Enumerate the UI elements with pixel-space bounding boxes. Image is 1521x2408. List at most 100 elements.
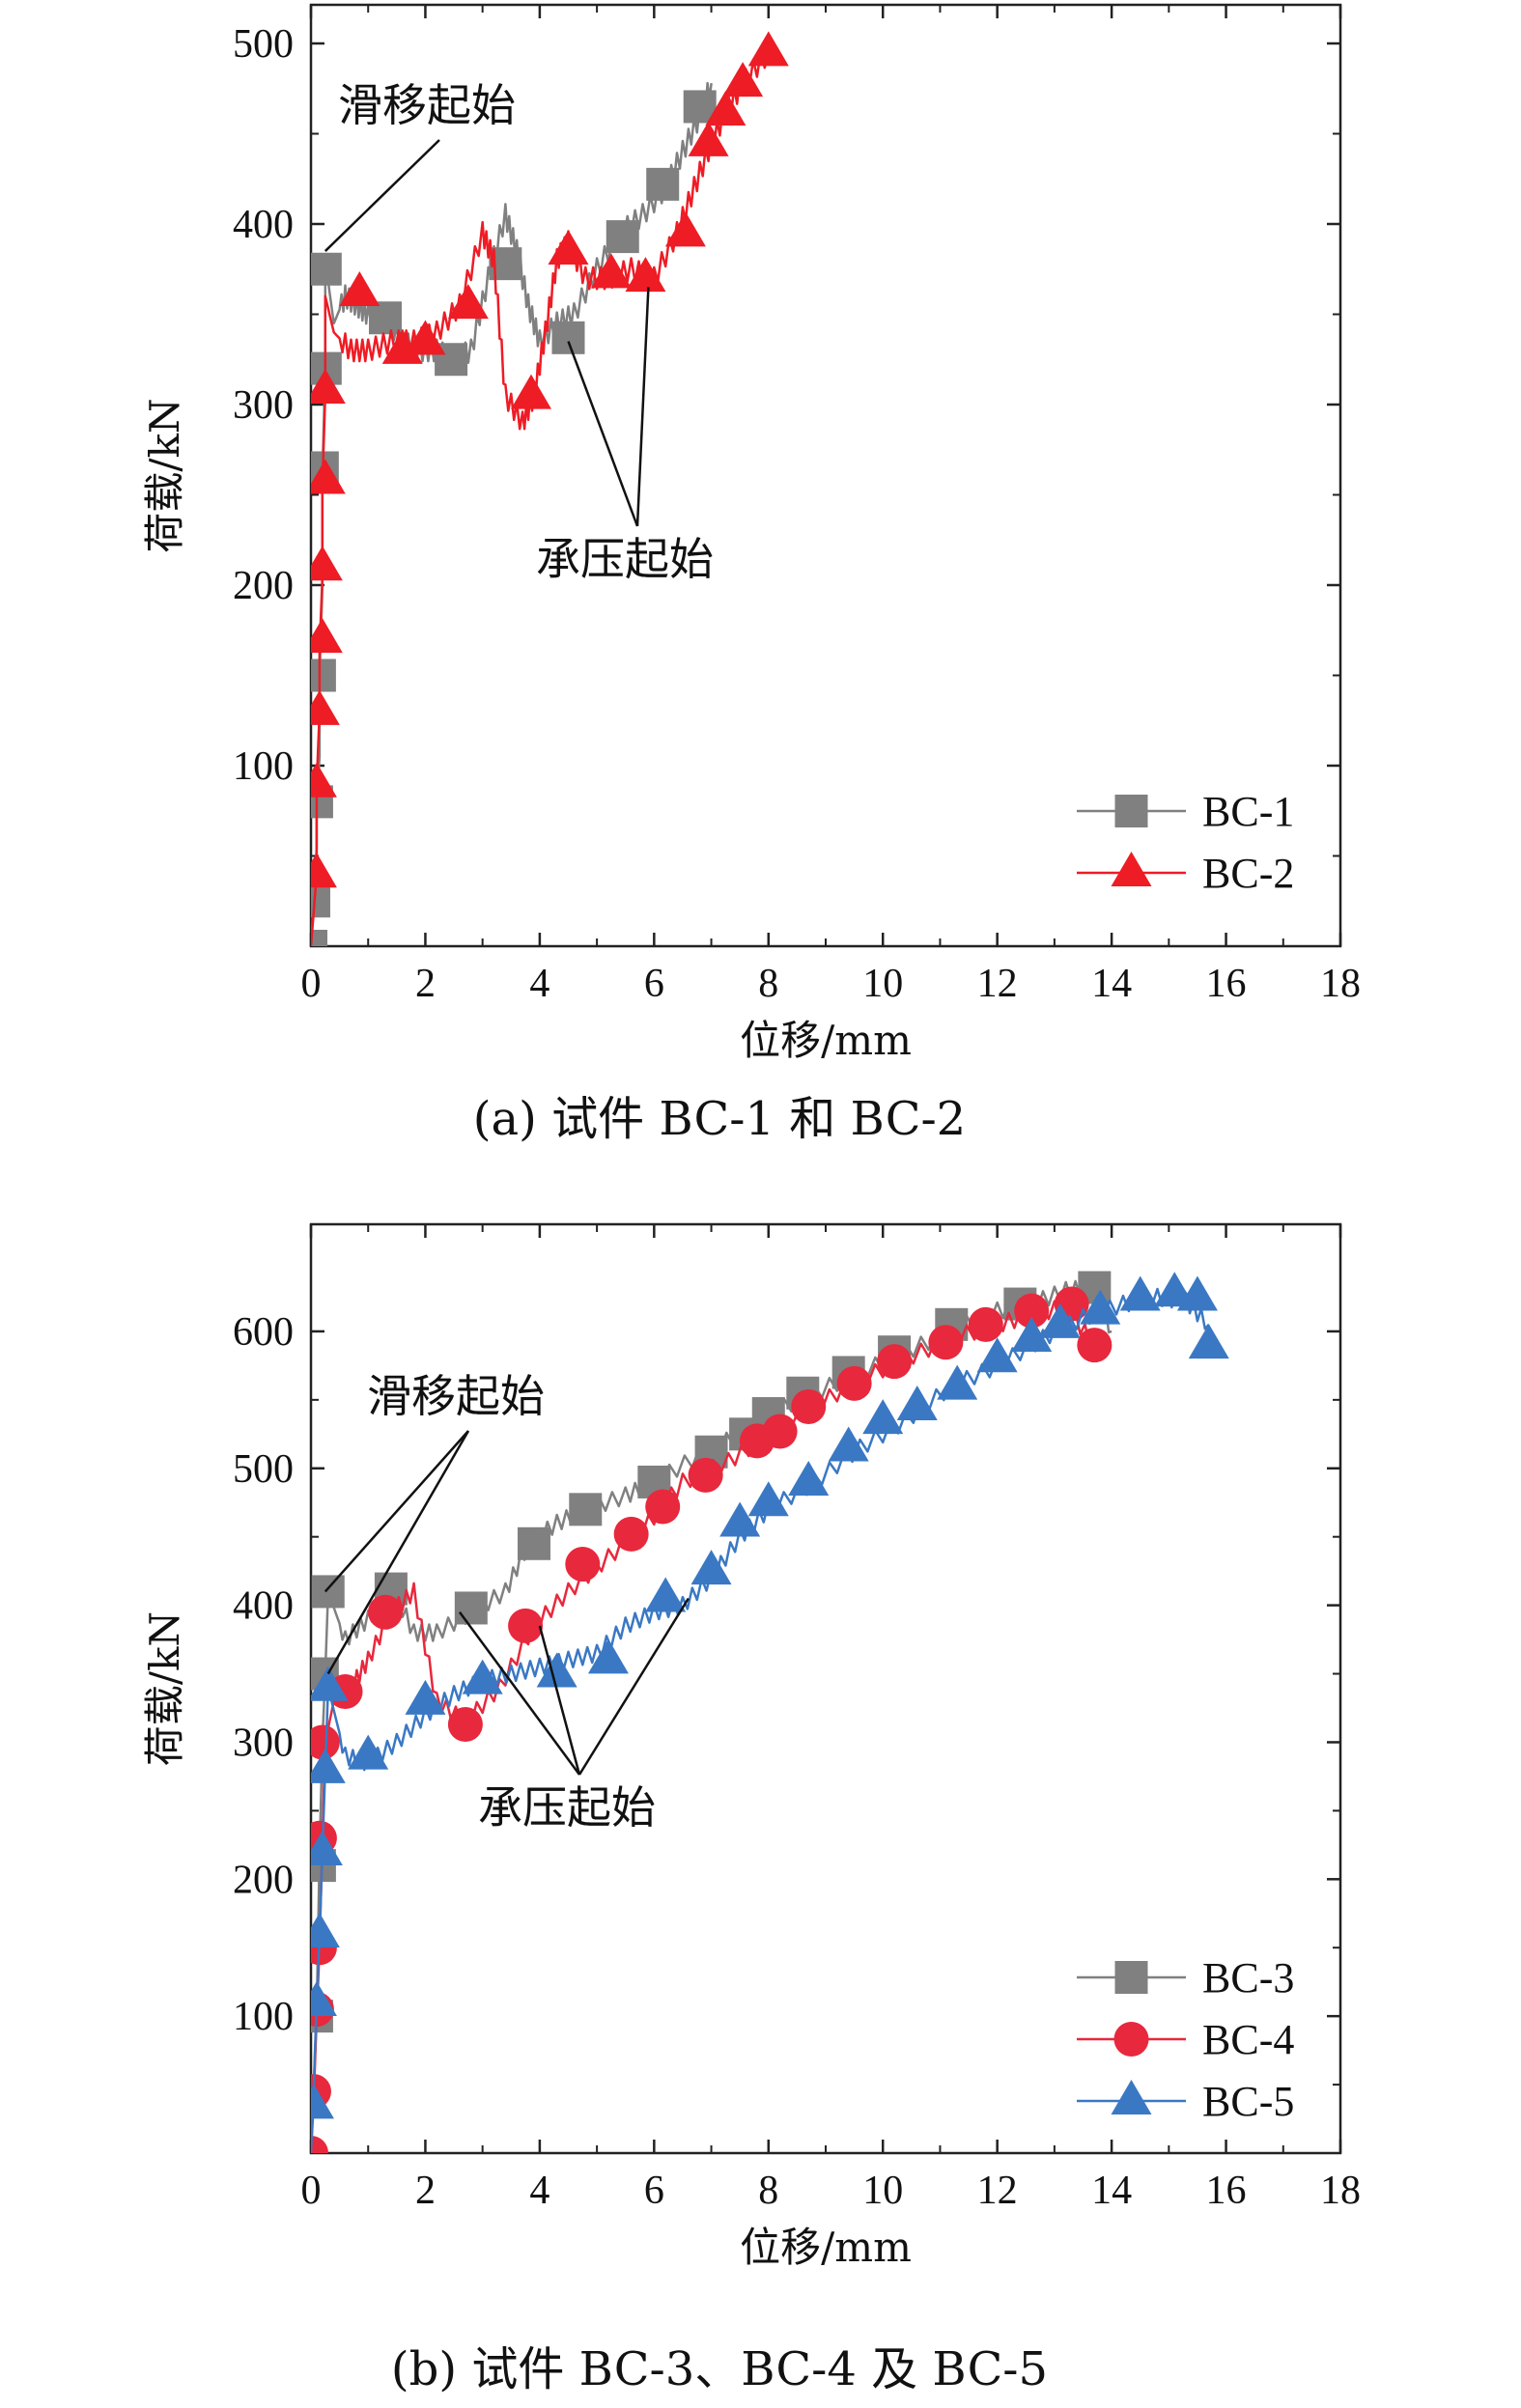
data-point-BC-3 — [311, 1575, 345, 1609]
data-point-BC-5 — [1176, 1275, 1218, 1311]
data-point-BC-4 — [968, 1306, 1003, 1342]
data-point-BC-4 — [688, 1457, 723, 1493]
y-tick-label: 400 — [233, 1584, 294, 1629]
x-tick-label: 12 — [977, 962, 1018, 1006]
data-point-BC-2 — [511, 374, 552, 409]
x-tick-label: 4 — [529, 2169, 549, 2213]
data-point-BC-5 — [462, 1659, 503, 1694]
annotation-label: 承压起始 — [478, 1781, 656, 1834]
panel-caption: (a) 试件 BC-1 和 BC-2 — [473, 1092, 966, 1146]
data-point-BC-5 — [348, 1734, 389, 1770]
data-point-BC-2 — [747, 31, 789, 67]
x-tick-label: 6 — [644, 2169, 664, 2213]
data-point-BC-2 — [311, 546, 343, 581]
y-axis-label: 荷载/kN — [141, 1611, 188, 1766]
data-point-BC-4 — [645, 1489, 681, 1525]
y-tick-label: 500 — [233, 1447, 294, 1492]
legend: BC-1 BC-2 — [1077, 788, 1294, 897]
data-point-BC-4 — [613, 1516, 649, 1552]
data-point-BC-2 — [311, 459, 346, 494]
data-point-BC-5 — [587, 1638, 629, 1674]
data-point-BC-5 — [311, 1666, 349, 1701]
data-point-BC-4 — [367, 1594, 403, 1630]
x-tick-label: 10 — [862, 2169, 903, 2213]
data-point-BC-2 — [311, 853, 337, 888]
y-axis-label: 荷载/kN — [141, 398, 188, 552]
x-tick-label: 4 — [529, 962, 549, 1006]
x-tick-label: 14 — [1091, 962, 1132, 1006]
y-tick-label: 200 — [233, 564, 294, 608]
x-tick-label: 10 — [862, 962, 903, 1006]
y-tick-label: 400 — [233, 203, 294, 247]
data-point-BC-5 — [976, 1337, 1018, 1373]
data-point-BC-4 — [791, 1388, 827, 1424]
series-line-BC-1 — [311, 81, 713, 946]
legend-label: BC-2 — [1202, 850, 1294, 897]
y-tick-label: 100 — [233, 1995, 294, 2039]
data-point-BC-5 — [896, 1385, 938, 1420]
data-point-BC-1 — [551, 321, 585, 354]
data-point-BC-1 — [311, 930, 327, 946]
data-point-BC-1 — [311, 252, 342, 286]
data-point-BC-2 — [447, 284, 489, 320]
data-point-BC-4 — [447, 1707, 483, 1743]
legend: BC-3 BC-4 BC-5 — [1077, 1954, 1294, 2125]
legend-marker-BC-2 — [1111, 852, 1152, 886]
annotation-arrow-line — [567, 341, 639, 527]
data-point-BC-3 — [569, 1493, 603, 1526]
data-point-BC-2 — [705, 91, 746, 126]
legend-marker-BC-3 — [1114, 1961, 1148, 1994]
data-point-BC-5 — [1011, 1317, 1053, 1353]
data-point-BC-1 — [368, 301, 402, 335]
y-tick-label: 500 — [233, 22, 294, 67]
y-tick-label: 300 — [233, 383, 294, 428]
data-point-BC-3 — [517, 1526, 550, 1560]
legend-label: BC-3 — [1202, 1954, 1294, 2002]
data-point-BC-2 — [339, 271, 380, 307]
x-tick-label: 8 — [758, 962, 778, 1006]
data-point-BC-5 — [1080, 1289, 1121, 1325]
data-point-BC-5 — [862, 1399, 904, 1435]
data-point-BC-5 — [405, 1679, 446, 1715]
x-axis-label: 位移/mm — [740, 2224, 912, 2271]
data-point-BC-5 — [536, 1652, 577, 1688]
data-point-BC-2 — [381, 328, 423, 364]
data-point-BC-5 — [690, 1550, 732, 1585]
data-point-BC-5 — [311, 1830, 343, 1865]
series-line-BC-2 — [311, 49, 771, 946]
panel-b: 0 2 4 6 8 10 12 14 16 18 100 200 300 400 500 600 位移/mm 荷载… — [141, 1222, 1361, 2396]
data-point-BC-5 — [828, 1426, 869, 1462]
legend-marker-BC-4 — [1113, 2022, 1149, 2057]
data-point-BC-2 — [625, 257, 666, 293]
x-tick-label: 0 — [301, 2169, 322, 2213]
annotation-arrow-line — [635, 287, 650, 527]
y-tick-label: 300 — [233, 1721, 294, 1765]
data-point-BC-2 — [405, 320, 446, 355]
data-point-BC-2 — [548, 230, 589, 266]
series-group — [311, 1271, 1229, 2153]
x-tick-label: 16 — [1206, 2169, 1247, 2213]
data-point-BC-4 — [311, 2136, 328, 2153]
y-tick-label: 100 — [233, 744, 294, 789]
data-point-BC-4 — [1077, 1328, 1113, 1363]
data-point-BC-4 — [762, 1414, 798, 1449]
x-tick-label: 8 — [758, 2169, 778, 2213]
annotation-arrow-line — [326, 1430, 470, 1675]
y-tick-label: 600 — [233, 1310, 294, 1355]
x-tick-label: 2 — [415, 962, 436, 1006]
legend-label: BC-5 — [1202, 2078, 1294, 2125]
data-point-BC-4 — [508, 1608, 544, 1643]
data-point-BC-2 — [688, 121, 729, 156]
data-point-BC-4 — [836, 1365, 872, 1401]
annotation-label: 滑移起始 — [367, 1370, 545, 1422]
x-tick-label: 12 — [977, 2169, 1018, 2213]
x-tick-label: 6 — [644, 962, 664, 1006]
series-line-BC-4 — [311, 1297, 1095, 2153]
y-tick-label: 200 — [233, 1858, 294, 1902]
annotation-arrow-line — [538, 1625, 581, 1776]
data-point-BC-4 — [565, 1547, 601, 1582]
data-point-BC-4 — [928, 1325, 964, 1360]
legend-marker-BC-1 — [1114, 795, 1148, 827]
data-point-BC-5 — [311, 1913, 340, 1948]
